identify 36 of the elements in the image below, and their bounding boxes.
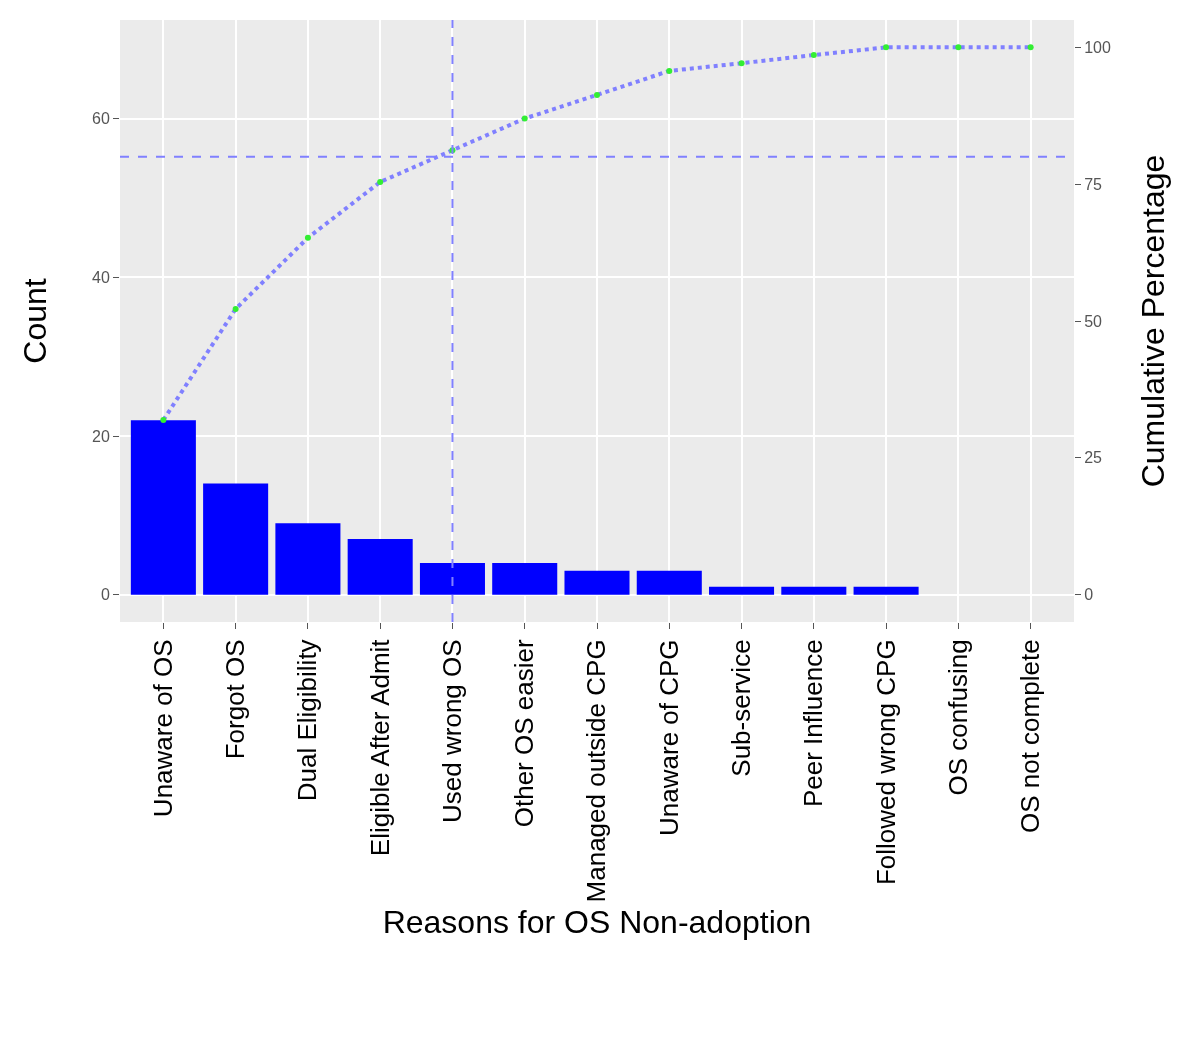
x-tick-label: Followed wrong CPG: [870, 639, 901, 886]
y2-tick-label: 50: [1084, 312, 1103, 330]
y-axis-title: Count: [17, 278, 53, 364]
bar: [709, 586, 775, 595]
y2-tick-label: 75: [1084, 175, 1103, 193]
x-tick-label: OS confusing: [942, 639, 973, 796]
x-tick-label: Used wrong OS: [436, 639, 467, 823]
bar: [853, 586, 919, 595]
x-tick-label: Forgot OS: [220, 639, 251, 760]
y2-tick-label: 25: [1084, 449, 1103, 467]
x-tick-label: Sub-service: [726, 639, 756, 777]
bar: [564, 570, 630, 595]
y-tick-label: 60: [92, 110, 110, 128]
x-tick-label: OS not complete: [1015, 639, 1046, 834]
x-tick-label: Managed outside CPG: [581, 639, 612, 903]
y-tick-label: 40: [92, 268, 110, 286]
bar: [492, 562, 558, 595]
x-tick-label: Eligible After Admit: [364, 638, 395, 857]
bar: [203, 483, 269, 595]
bar: [347, 539, 413, 595]
y2-axis-title: Cumulative Percentage: [1135, 154, 1171, 488]
y-tick-label: 0: [100, 586, 110, 604]
y2-tick-label: 100: [1084, 38, 1111, 56]
x-tick-label: Peer Influence: [798, 639, 829, 808]
y-tick-label: 20: [92, 427, 110, 445]
x-tick-label: Dual Eligibility: [292, 639, 323, 802]
x-tick-label: Other OS easier: [509, 639, 540, 828]
bar: [781, 586, 847, 595]
bar: [275, 523, 341, 595]
bar: [636, 570, 702, 595]
y2-tick-label: 0: [1084, 586, 1094, 604]
x-tick-label: Unaware of CPG: [653, 639, 684, 836]
x-axis-title: Reasons for OS Non-adoption: [382, 904, 812, 941]
bar: [419, 562, 485, 595]
bar: [130, 420, 196, 595]
x-tick-label: Unaware of OS: [147, 639, 178, 818]
